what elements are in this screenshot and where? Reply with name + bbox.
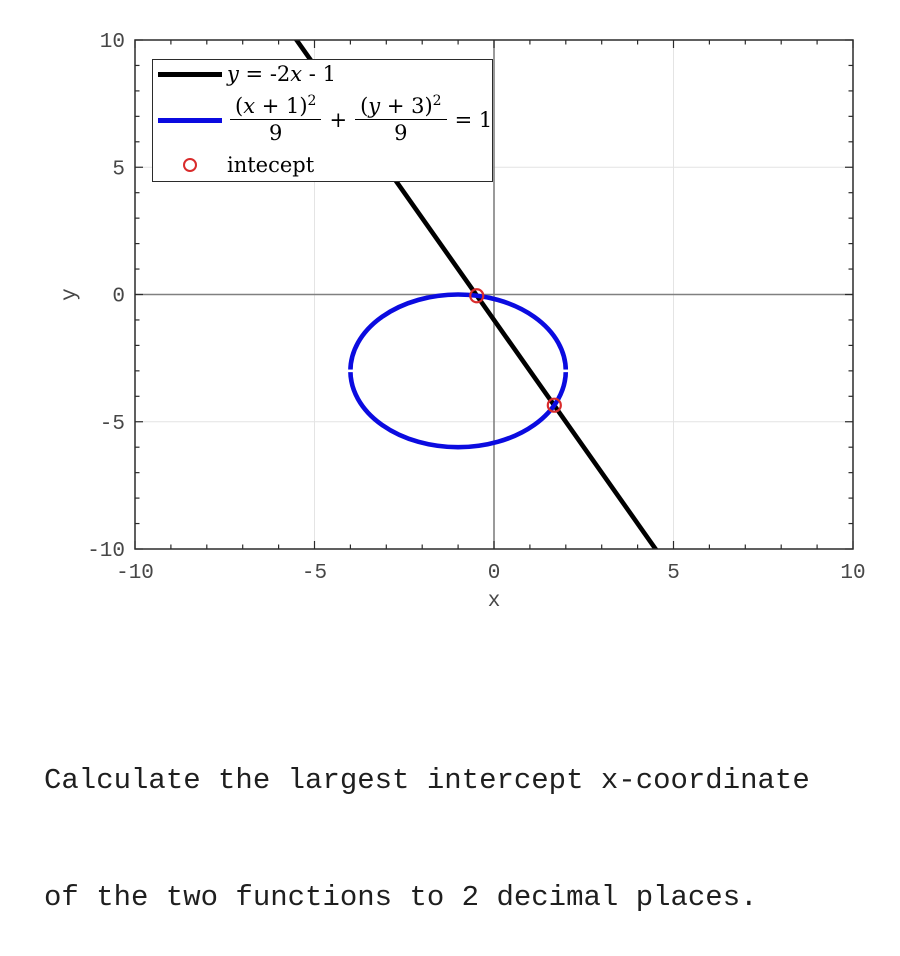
plot-canvas: -10-10 -5 -5 0 0 5 5 10 10 x y [59, 31, 866, 613]
tick-labels: -10-10 -5 -5 0 0 5 5 10 10 [87, 31, 865, 585]
legend-line-mid: = -2 [238, 62, 291, 86]
intercept-marker [546, 397, 562, 413]
intercept-marker [469, 288, 485, 304]
y-tick-label: -5 [100, 413, 125, 436]
question-line-1: Calculate the largest intercept x-coordi… [44, 764, 810, 797]
legend-line-tail: - 1 [302, 62, 336, 86]
legend: y = -2x - 1 (x + 1)2 9 + (y + 3)2 9 = 1 … [152, 59, 493, 182]
question-text: Calculate the largest intercept x-coordi… [44, 683, 810, 956]
series-group [293, 40, 659, 549]
y-tick-label: 5 [112, 158, 125, 181]
legend-entry-line: y = -2x - 1 [153, 62, 492, 86]
y-axis-label: y [59, 288, 82, 301]
legend-entry-intercept: intecept [153, 152, 492, 177]
ellipse-swatch [158, 117, 222, 123]
y-tick-label: 0 [112, 286, 125, 309]
x-tick-label: 10 [840, 562, 865, 585]
intercept-marker-swatch [183, 158, 197, 173]
fraction-1: (x + 1)2 9 [230, 94, 322, 145]
x-axis-label: x [488, 590, 501, 613]
zero-lines [135, 40, 853, 549]
legend-label-line: y = -2x - 1 [227, 62, 336, 86]
x-tick-label: 5 [667, 562, 680, 585]
ellipse-series [348, 292, 569, 450]
intercept-markers [469, 288, 562, 413]
plot-frame [134, 39, 854, 550]
y-tick-label: 10 [100, 31, 125, 54]
question-line-2: of the two functions to 2 decimal places… [44, 881, 758, 914]
x-tick-label: 0 [488, 562, 501, 585]
legend-line-var-y: y [227, 62, 239, 86]
equals-one: = 1 [454, 108, 493, 132]
legend-label-intercept: intecept [227, 152, 315, 177]
x-tick-label: -5 [302, 562, 327, 585]
fraction-2: (y + 3)2 9 [355, 94, 447, 145]
line-series [293, 40, 659, 549]
legend-line-var-x: x [290, 62, 303, 86]
x-tick-label: -10 [116, 562, 154, 585]
plus-operator: + [329, 108, 348, 132]
line-swatch [158, 72, 222, 78]
figure: -10 -10 -5 -5 0 0 5 5 10 10 x y y = -2x - 1 (x + 1)… [59, 31, 866, 613]
legend-entry-ellipse: (x + 1)2 9 + (y + 3)2 9 = 1 [153, 94, 492, 145]
y-tick-label: -10 [87, 540, 125, 563]
legend-label-ellipse: (x + 1)2 9 + (y + 3)2 9 = 1 [227, 94, 497, 145]
